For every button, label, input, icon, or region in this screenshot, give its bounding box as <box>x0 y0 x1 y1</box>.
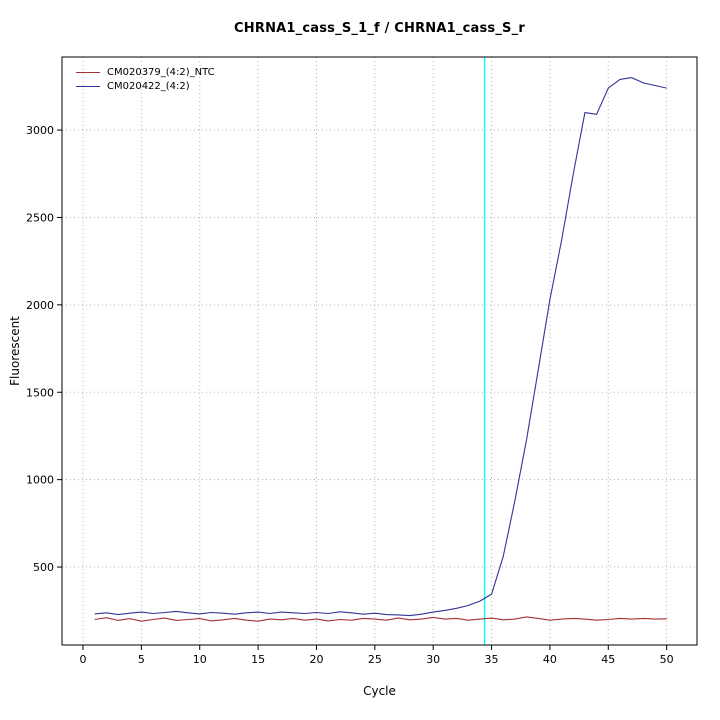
x-tick-label: 5 <box>138 653 145 666</box>
x-tick-label: 25 <box>368 653 382 666</box>
legend: CM020379_(4:2)_NTC CM020422_(4:2) <box>76 65 215 93</box>
x-tick-label: 50 <box>660 653 674 666</box>
x-tick-label: 30 <box>426 653 440 666</box>
x-tick-label: 0 <box>80 653 87 666</box>
x-tick-label: 35 <box>485 653 499 666</box>
chart-title: CHRNA1_cass_S_1_f / CHRNA1_cass_S_r <box>234 21 525 36</box>
plot-border <box>61 56 698 646</box>
y-axis-label: Fluorescent <box>8 316 22 386</box>
legend-line-ntc-icon <box>76 71 100 73</box>
y-tick-label: 2000 <box>26 299 54 312</box>
x-tick-label: 15 <box>251 653 265 666</box>
x-tick-label: 10 <box>193 653 207 666</box>
y-tick-label: 2500 <box>26 211 54 224</box>
legend-label-ntc: CM020379_(4:2)_NTC <box>107 66 215 78</box>
x-tick-label: 45 <box>601 653 615 666</box>
legend-line-sample-icon <box>76 85 100 87</box>
y-tick-label: 1500 <box>26 386 54 399</box>
legend-item-sample: CM020422_(4:2) <box>76 79 215 93</box>
legend-label-sample: CM020422_(4:2) <box>107 80 190 92</box>
x-tick-label: 40 <box>543 653 557 666</box>
x-axis-label: Cycle <box>363 684 396 698</box>
y-tick-label: 3000 <box>26 124 54 137</box>
series-line-0 <box>94 616 667 622</box>
y-tick-label: 1000 <box>26 474 54 487</box>
series-line-1 <box>94 77 667 617</box>
y-tick-label: 500 <box>33 561 54 574</box>
legend-item-ntc: CM020379_(4:2)_NTC <box>76 65 215 79</box>
x-tick-label: 20 <box>309 653 323 666</box>
